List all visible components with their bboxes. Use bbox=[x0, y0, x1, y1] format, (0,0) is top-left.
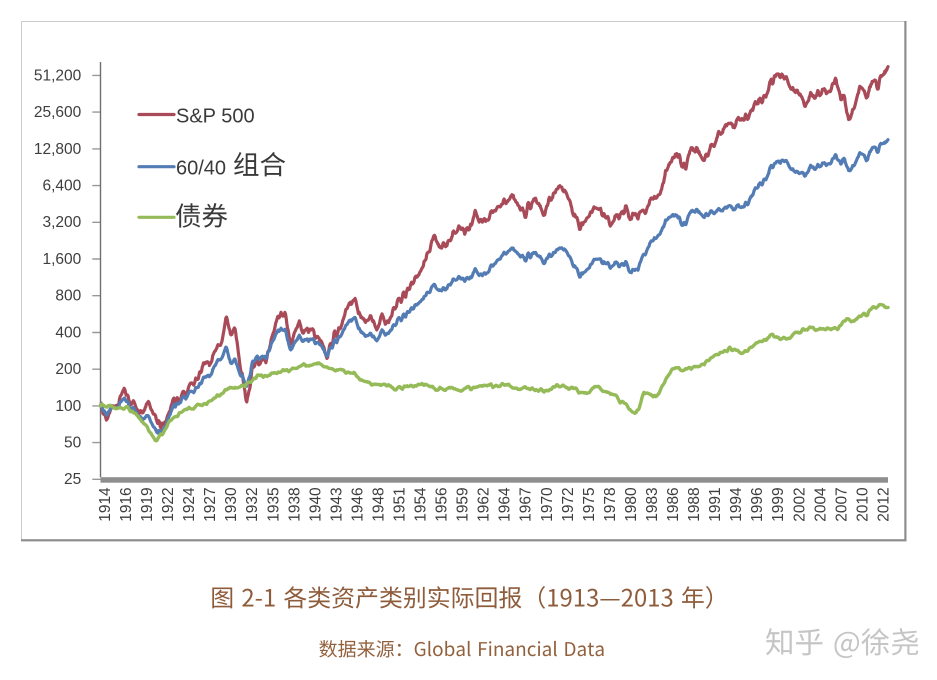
svg-text:1996: 1996 bbox=[749, 487, 766, 521]
svg-text:25: 25 bbox=[64, 471, 81, 488]
svg-text:1916: 1916 bbox=[118, 487, 135, 521]
svg-text:1956: 1956 bbox=[434, 487, 451, 521]
svg-text:2012: 2012 bbox=[875, 487, 892, 521]
svg-text:1962: 1962 bbox=[476, 487, 493, 521]
svg-text:1924: 1924 bbox=[181, 487, 198, 522]
svg-text:2002: 2002 bbox=[791, 487, 808, 521]
svg-text:1935: 1935 bbox=[265, 487, 282, 521]
svg-text:1991: 1991 bbox=[707, 487, 724, 521]
svg-text:1940: 1940 bbox=[307, 487, 324, 522]
svg-text:1914: 1914 bbox=[97, 487, 114, 522]
svg-text:1946: 1946 bbox=[349, 487, 366, 521]
svg-text:1948: 1948 bbox=[371, 487, 388, 521]
svg-text:60/40: 60/40 bbox=[176, 157, 226, 179]
svg-text:S&P 500: S&P 500 bbox=[176, 105, 255, 127]
svg-text:1967: 1967 bbox=[518, 487, 535, 521]
svg-text:1964: 1964 bbox=[497, 487, 514, 522]
svg-text:200: 200 bbox=[55, 361, 81, 378]
svg-text:100: 100 bbox=[55, 398, 81, 415]
svg-text:1972: 1972 bbox=[560, 487, 577, 521]
svg-text:1938: 1938 bbox=[286, 487, 303, 521]
svg-text:2007: 2007 bbox=[833, 487, 850, 521]
svg-text:400: 400 bbox=[55, 324, 81, 341]
svg-text:1999: 1999 bbox=[770, 487, 787, 521]
svg-text:51,200: 51,200 bbox=[34, 67, 82, 84]
svg-text:1983: 1983 bbox=[644, 487, 661, 521]
svg-text:2004: 2004 bbox=[812, 487, 829, 522]
svg-text:50: 50 bbox=[64, 435, 82, 452]
svg-text:1943: 1943 bbox=[328, 487, 345, 521]
svg-text:6,400: 6,400 bbox=[43, 178, 82, 195]
svg-text:1927: 1927 bbox=[202, 487, 219, 521]
svg-text:1951: 1951 bbox=[392, 487, 409, 521]
svg-text:1994: 1994 bbox=[728, 487, 745, 522]
svg-text:1978: 1978 bbox=[602, 487, 619, 521]
svg-text:1988: 1988 bbox=[686, 487, 703, 521]
svg-text:1954: 1954 bbox=[413, 487, 430, 522]
svg-text:1975: 1975 bbox=[581, 487, 598, 521]
svg-text:1980: 1980 bbox=[623, 487, 640, 522]
svg-text:1922: 1922 bbox=[160, 487, 177, 521]
svg-text:1986: 1986 bbox=[665, 487, 682, 521]
svg-text:1930: 1930 bbox=[223, 487, 240, 522]
svg-text:1,600: 1,600 bbox=[43, 251, 82, 268]
svg-text:3,200: 3,200 bbox=[43, 214, 82, 231]
svg-text:1919: 1919 bbox=[139, 487, 156, 521]
svg-text:1959: 1959 bbox=[455, 487, 472, 521]
svg-text:800: 800 bbox=[55, 288, 81, 305]
svg-text:2010: 2010 bbox=[854, 487, 871, 522]
svg-text:25,600: 25,600 bbox=[34, 104, 82, 121]
svg-text:1970: 1970 bbox=[539, 487, 556, 522]
svg-text:12,800: 12,800 bbox=[34, 141, 82, 158]
svg-text:1932: 1932 bbox=[244, 487, 261, 521]
